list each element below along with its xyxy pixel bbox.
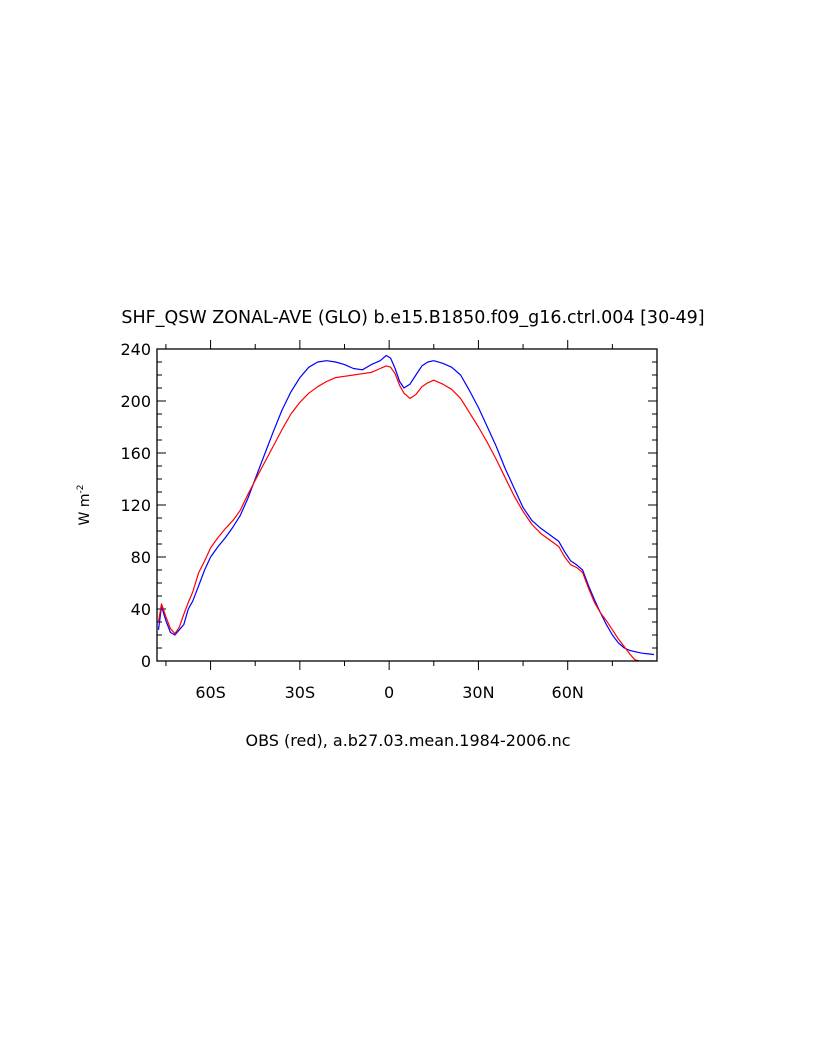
series-line-obs <box>157 365 654 661</box>
plot-frame <box>156 348 658 662</box>
y-tick-label: 0 <box>141 652 151 671</box>
x-axis-label: OBS (red), a.b27.03.mean.1984-2006.nc <box>245 731 570 750</box>
y-tick-label: 240 <box>120 340 151 359</box>
x-tick-label: 60S <box>195 683 226 702</box>
y-tick-label: 80 <box>131 548 151 567</box>
y-axis-label-unit: W m <box>77 494 93 526</box>
y-tick-label: 120 <box>120 496 151 515</box>
y-axis-label-exponent: -2 <box>76 485 86 494</box>
y-tick-label: 200 <box>120 392 151 411</box>
y-axis: 0 40 80 120 160 200 240 <box>120 340 657 671</box>
x-tick-label: 30S <box>285 683 316 702</box>
series-layer <box>157 354 655 661</box>
x-tick-label: 30N <box>462 683 494 702</box>
x-tick-label: 60N <box>552 683 584 702</box>
x-axis: 60S 30S 0 30N 60N <box>165 340 613 702</box>
y-tick-label: 160 <box>120 444 151 463</box>
y-tick-label: 40 <box>131 600 151 619</box>
series-line-model <box>157 354 655 656</box>
chart-title: SHF_QSW ZONAL-AVE (GLO) b.e15.B1850.f09_… <box>121 308 704 328</box>
x-tick-label: 0 <box>384 683 394 702</box>
y-axis-label: W m-2 <box>76 485 93 526</box>
